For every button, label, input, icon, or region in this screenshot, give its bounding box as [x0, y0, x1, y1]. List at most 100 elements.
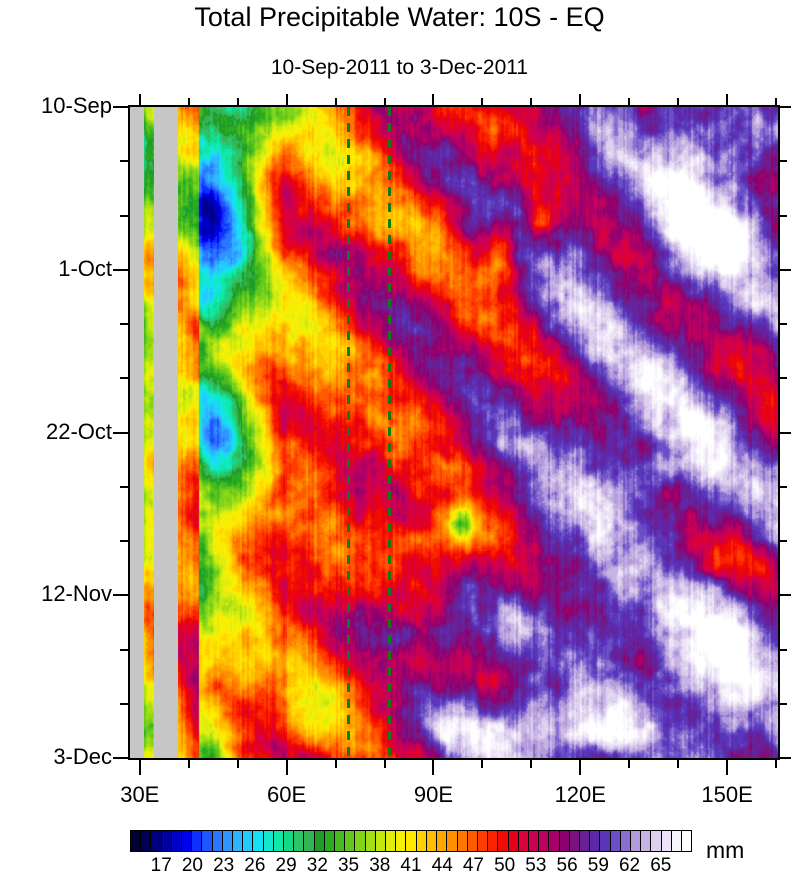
x-tick-inner-160E: [775, 98, 778, 105]
y-tick-inner-minor: [780, 702, 787, 705]
colorbar-cell-19: [324, 831, 336, 851]
colorbar-cell-32: [457, 831, 468, 851]
colorbar-cell-16: [294, 831, 305, 851]
y-tick-minor: [120, 160, 128, 163]
colorbar-cell-53: [671, 831, 682, 851]
x-axis-label-150E: 150E: [701, 782, 753, 807]
subtitle: 10-Sep-2011 to 3-Dec-2011: [270, 56, 529, 79]
colorbar-tick-44: 44: [431, 855, 453, 876]
colorbar-cell-49: [630, 831, 642, 851]
heatmap-canvas: [130, 107, 778, 758]
x-tick-130E: [628, 760, 631, 768]
reference-line-1: [387, 107, 391, 758]
colorbar-tick-59: 59: [587, 855, 609, 876]
colorbar-cell-9: [222, 831, 234, 851]
y-axis-label-3-Dec: 3-Dec: [53, 744, 112, 769]
colorbar-tick-41: 41: [400, 855, 422, 876]
x-tick-80E: [383, 760, 386, 768]
colorbar-tick-56: 56: [556, 855, 578, 876]
colorbar-cell-45: [590, 831, 601, 851]
y-tick-minor: [120, 702, 128, 705]
x-tick-inner-140E: [677, 98, 680, 105]
land-mask-region-1: [154, 107, 179, 758]
y-axis-label-10-Sep: 10-Sep: [41, 93, 112, 118]
x-tick-70E: [334, 760, 337, 768]
colorbar-cell-12: [253, 831, 264, 851]
x-tick-40E: [187, 760, 190, 768]
colorbar-cell-46: [600, 831, 611, 851]
colorbar-cell-10: [233, 831, 244, 851]
colorbar-cell-4: [171, 831, 183, 851]
x-tick-160E: [775, 760, 778, 768]
x-tick-50E: [236, 760, 239, 768]
y-tick-12-Nov: [113, 594, 128, 597]
y-tick-inner-3-Dec: [780, 757, 791, 759]
y-tick-minor: [120, 648, 128, 651]
x-tick-inner-110E: [530, 98, 533, 105]
y-tick-minor: [120, 323, 128, 325]
colorbar-tick-62: 62: [618, 855, 641, 876]
y-axis-label-1-Oct: 1-Oct: [58, 255, 112, 281]
x-axis-label-30E: 30E: [120, 782, 160, 807]
colorbar-tick-35: 35: [337, 855, 360, 876]
colorbar-cell-14: [273, 831, 285, 851]
colorbar-cell-5: [182, 831, 193, 851]
colorbar-tick-29: 29: [275, 855, 297, 876]
colorbar-cell-51: [651, 831, 662, 851]
y-tick-10-Sep: [113, 106, 128, 108]
colorbar-tick-23: 23: [213, 855, 235, 876]
page-title: Total Precipitable Water: 10S - EQ: [194, 2, 605, 32]
colorbar-cell-23: [365, 831, 376, 851]
hovmoller-plot-area: [128, 105, 780, 760]
colorbar-tick-17: 17: [150, 855, 172, 876]
colorbar-cell-22: [355, 831, 366, 851]
colorbar-cell-43: [569, 831, 580, 851]
y-tick-inner-minor: [780, 377, 787, 380]
colorbar-cell-20: [335, 831, 346, 851]
colorbar-cell-27: [406, 831, 417, 851]
x-tick-30E: [138, 760, 141, 775]
colorbar-cell-28: [416, 831, 427, 851]
y-tick-1-Oct: [113, 268, 128, 271]
colorbar-cell-33: [467, 831, 478, 851]
y-tick-inner-22-Oct: [780, 431, 791, 434]
colorbar-cell-34: [477, 831, 489, 851]
y-axis-label-22-Oct: 22-Oct: [45, 418, 112, 444]
x-tick-120E: [579, 760, 582, 775]
x-axis-label-120E: 120E: [554, 782, 606, 807]
colorbar-cell-24: [375, 831, 387, 851]
colorbar-cell-18: [314, 831, 325, 851]
y-tick-inner-minor: [780, 648, 787, 651]
y-tick-minor: [120, 377, 128, 380]
x-tick-inner-120E: [579, 94, 582, 105]
x-tick-inner-70E: [334, 98, 337, 105]
y-tick-inner-minor: [780, 540, 787, 542]
colorbar-cell-1: [141, 831, 152, 851]
colorbar-cell-8: [212, 831, 223, 851]
colorbar-cell-54: [681, 831, 692, 851]
y-axis-label-12-Nov: 12-Nov: [41, 581, 112, 607]
colorbar-tick-47: 47: [462, 855, 484, 876]
y-tick-inner-10-Sep: [780, 106, 791, 108]
colorbar-tick-26: 26: [244, 855, 266, 876]
colorbar-cell-35: [488, 831, 499, 851]
colorbar-cell-15: [284, 831, 295, 851]
y-tick-3-Dec: [113, 757, 128, 759]
y-tick-minor: [120, 485, 128, 488]
y-tick-inner-12-Nov: [780, 594, 791, 597]
colorbar-tick-50: 50: [494, 855, 516, 876]
colorbar-cell-29: [426, 831, 438, 851]
land-mask-region-0: [130, 107, 144, 758]
colorbar-unit-label: mm: [706, 837, 745, 863]
colorbar-cell-30: [437, 831, 448, 851]
colorbar-tick-53: 53: [525, 855, 547, 876]
y-tick-22-Oct: [113, 431, 128, 434]
colorbar-cell-40: [539, 831, 550, 851]
colorbar-cell-37: [508, 831, 519, 851]
x-tick-inner-150E: [726, 94, 729, 105]
colorbar-cell-52: [661, 831, 672, 851]
colorbar-tick-32: 32: [306, 855, 328, 876]
x-tick-90E: [432, 760, 435, 775]
colorbar-cell-25: [386, 831, 397, 851]
colorbar-cell-13: [263, 831, 274, 851]
